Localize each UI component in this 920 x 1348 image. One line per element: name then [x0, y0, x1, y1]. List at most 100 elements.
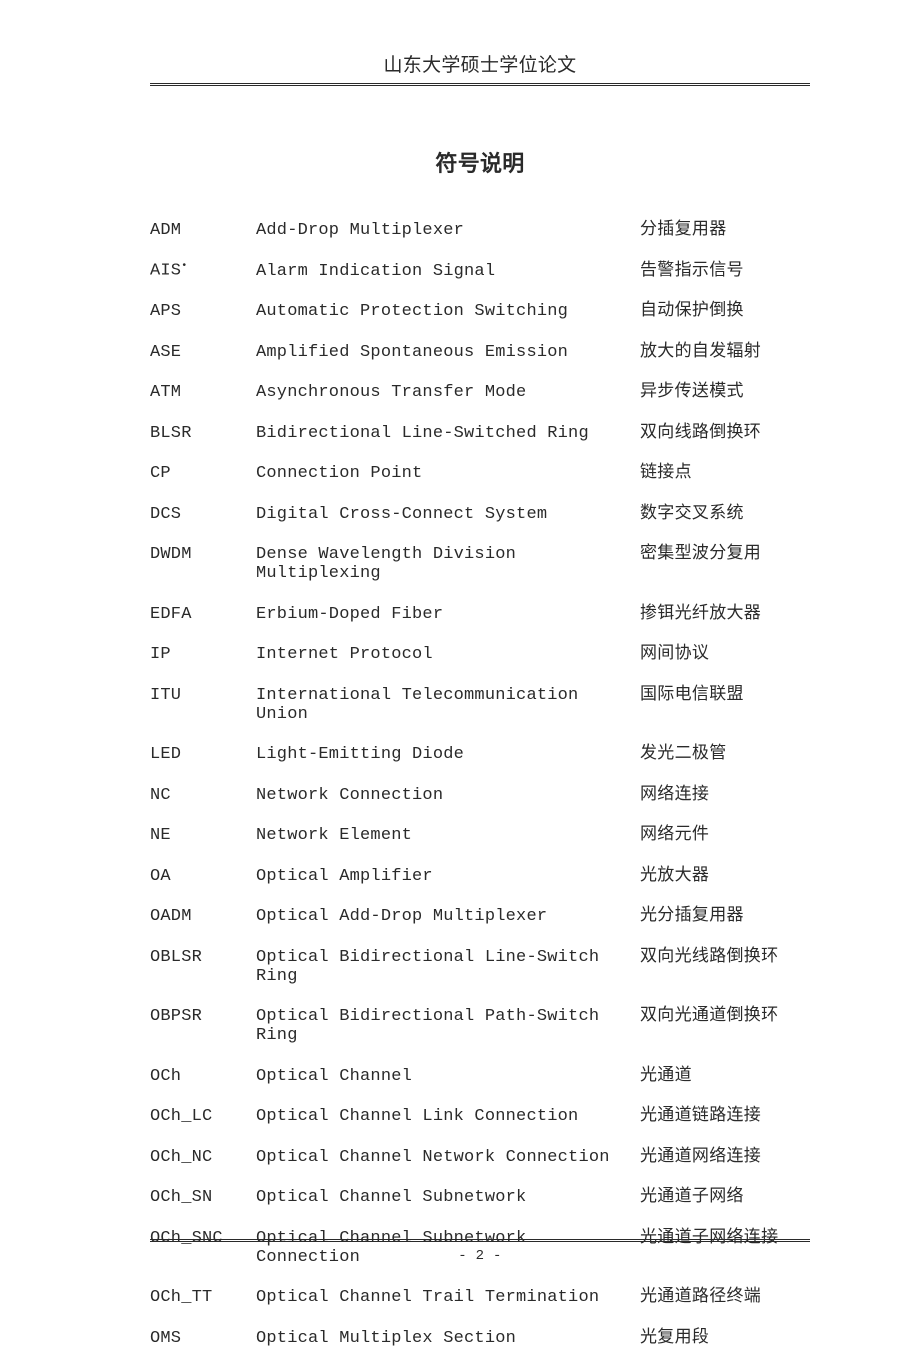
abbr-english: Optical Channel: [256, 1067, 640, 1086]
abbr-row: OCh_NCOptical Channel Network Connection…: [150, 1141, 810, 1167]
abbr-english: Optical Amplifier: [256, 867, 640, 886]
abbr-chinese: 网络连接: [640, 779, 810, 804]
abbr-chinese: 光放大器: [640, 860, 810, 885]
abbr-row: ASEAmplified Spontaneous Emission放大的自发辐射: [150, 336, 810, 362]
abbr-chinese: 双向光通道倒换环: [640, 1000, 810, 1025]
abbr-row: OChOptical Channel光通道: [150, 1060, 810, 1086]
abbr-code: APS: [150, 302, 256, 321]
abbr-chinese: 数字交叉系统: [640, 498, 810, 523]
abbr-chinese: 双向线路倒换环: [640, 417, 810, 442]
abbr-row: OCh_LCOptical Channel Link Connection光通道…: [150, 1100, 810, 1126]
abbr-code: AIS•: [150, 261, 256, 281]
page-number: - 2 -: [150, 1248, 810, 1264]
abbr-code: NE: [150, 826, 256, 845]
abbr-row: OAOptical Amplifier光放大器: [150, 860, 810, 886]
abbr-row: OMSOptical Multiplex Section光复用段: [150, 1322, 810, 1348]
abbr-chinese: 国际电信联盟: [640, 679, 810, 704]
abbr-english: Amplified Spontaneous Emission: [256, 343, 640, 362]
abbr-code: IP: [150, 645, 256, 664]
abbr-chinese: 光通道链路连接: [640, 1100, 810, 1125]
abbr-english: Optical Channel Trail Termination: [256, 1288, 640, 1307]
abbr-chinese: 链接点: [640, 457, 810, 482]
abbr-row: NCNetwork Connection网络连接: [150, 779, 810, 805]
abbr-english: Asynchronous Transfer Mode: [256, 383, 640, 402]
abbr-english: Alarm Indication Signal: [256, 262, 640, 281]
abbr-chinese: 异步传送模式: [640, 376, 810, 401]
abbr-code: ADM: [150, 221, 256, 240]
abbr-chinese: 发光二极管: [640, 738, 810, 763]
section-title: 符号说明: [150, 146, 810, 178]
abbr-code: CP: [150, 464, 256, 483]
abbr-chinese: 掺铒光纤放大器: [640, 598, 810, 623]
abbr-english: Bidirectional Line-Switched Ring: [256, 424, 640, 443]
abbr-row: OCh_SNOptical Channel Subnetwork光通道子网络: [150, 1181, 810, 1207]
abbr-row: ATMAsynchronous Transfer Mode异步传送模式: [150, 376, 810, 402]
abbr-code: OBLSR: [150, 948, 256, 967]
abbr-row: DCSDigital Cross-Connect System数字交叉系统: [150, 498, 810, 524]
abbr-english: International Telecommunication Union: [256, 686, 640, 724]
abbr-code: OCh_TT: [150, 1288, 256, 1307]
abbr-row: OBPSROptical Bidirectional Path-Switch R…: [150, 1000, 810, 1045]
abbr-row: ADMAdd-Drop Multiplexer分插复用器: [150, 214, 810, 240]
abbr-row: LEDLight-Emitting Diode发光二极管: [150, 738, 810, 764]
abbr-code: DCS: [150, 505, 256, 524]
abbr-english: Erbium-Doped Fiber: [256, 605, 640, 624]
abbr-english: Light-Emitting Diode: [256, 745, 640, 764]
abbr-english: Optical Channel Subnetwork: [256, 1188, 640, 1207]
abbr-english: Optical Channel Network Connection: [256, 1148, 640, 1167]
abbr-chinese: 双向光线路倒换环: [640, 941, 810, 966]
footer-divider: [150, 1239, 810, 1242]
abbr-code: OMS: [150, 1329, 256, 1348]
abbr-row: ITUInternational Telecommunication Union…: [150, 679, 810, 724]
abbr-english: Dense Wavelength Division Multiplexing: [256, 545, 640, 583]
abbreviation-table: ADMAdd-Drop Multiplexer分插复用器 AIS•Alarm In…: [150, 214, 810, 1348]
abbr-english: Digital Cross-Connect System: [256, 505, 640, 524]
abbr-english: Network Connection: [256, 786, 640, 805]
abbr-code: OADM: [150, 907, 256, 926]
abbr-english: Optical Multiplex Section: [256, 1329, 640, 1348]
abbr-code: OCh: [150, 1067, 256, 1086]
abbr-chinese: 网络元件: [640, 819, 810, 844]
abbr-row: NENetwork Element网络元件: [150, 819, 810, 845]
abbr-chinese: 自动保护倒换: [640, 295, 810, 320]
abbr-english: Optical Channel Link Connection: [256, 1107, 640, 1126]
abbr-code: OCh_SN: [150, 1188, 256, 1207]
abbr-chinese: 光通道网络连接: [640, 1141, 810, 1166]
abbr-chinese: 网间协议: [640, 638, 810, 663]
abbr-code: OA: [150, 867, 256, 886]
abbr-chinese: 光分插复用器: [640, 900, 810, 925]
abbr-english: Optical Bidirectional Line-Switch Ring: [256, 948, 640, 986]
abbr-code: OCh_LC: [150, 1107, 256, 1126]
abbr-chinese: 告警指示信号: [640, 255, 810, 280]
abbr-code: NC: [150, 786, 256, 805]
header-divider: [150, 83, 810, 86]
abbr-english: Connection Point: [256, 464, 640, 483]
abbr-english: Optical Bidirectional Path-Switch Ring: [256, 1007, 640, 1045]
abbr-chinese: 光复用段: [640, 1322, 810, 1347]
abbr-code: ITU: [150, 686, 256, 705]
abbr-row: IPInternet Protocol网间协议: [150, 638, 810, 664]
abbr-row: CPConnection Point链接点: [150, 457, 810, 483]
abbr-english: Network Element: [256, 826, 640, 845]
abbr-code: LED: [150, 745, 256, 764]
abbr-english: Optical Add-Drop Multiplexer: [256, 907, 640, 926]
abbr-english: Automatic Protection Switching: [256, 302, 640, 321]
abbr-code: ATM: [150, 383, 256, 402]
abbr-chinese: 放大的自发辐射: [640, 336, 810, 361]
abbr-code: OCh_NC: [150, 1148, 256, 1167]
abbr-chinese: 光通道子网络: [640, 1181, 810, 1206]
abbr-row: EDFAErbium-Doped Fiber掺铒光纤放大器: [150, 598, 810, 624]
abbr-code: DWDM: [150, 545, 256, 564]
abbr-english: Internet Protocol: [256, 645, 640, 664]
abbr-code: ASE: [150, 343, 256, 362]
page-header: 山东大学硕士学位论文: [150, 50, 810, 86]
abbr-english: Add-Drop Multiplexer: [256, 221, 640, 240]
abbr-code: EDFA: [150, 605, 256, 624]
abbr-row: DWDMDense Wavelength Division Multiplexi…: [150, 538, 810, 583]
abbr-row: OADMOptical Add-Drop Multiplexer光分插复用器: [150, 900, 810, 926]
abbr-chinese: 光通道: [640, 1060, 810, 1085]
abbr-row: OCh_TTOptical Channel Trail Termination光…: [150, 1281, 810, 1307]
abbr-chinese: 密集型波分复用: [640, 538, 810, 563]
abbr-row: OBLSROptical Bidirectional Line-Switch R…: [150, 941, 810, 986]
abbr-row: AIS•Alarm Indication Signal告警指示信号: [150, 255, 810, 281]
